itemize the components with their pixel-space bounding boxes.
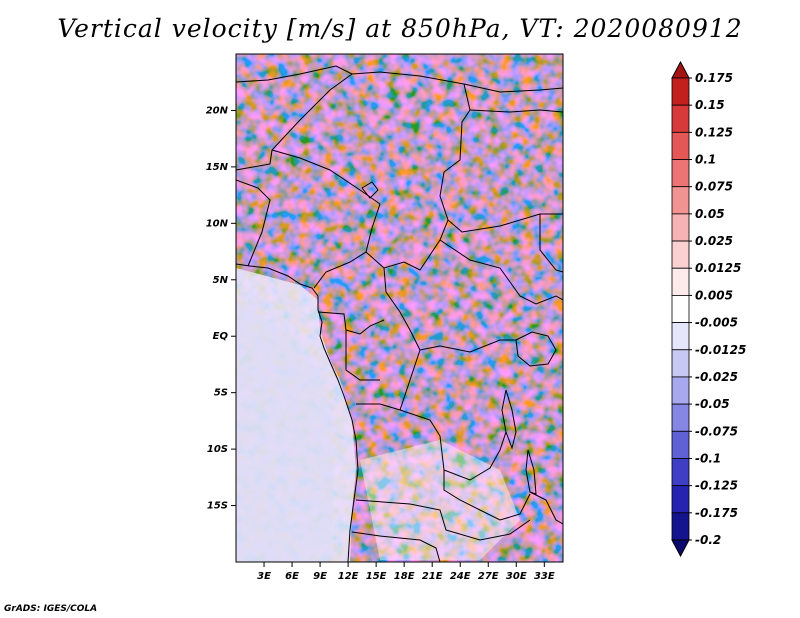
- lon-tick-label: 21E: [422, 571, 443, 582]
- colorbar-label: 0.075: [695, 180, 733, 194]
- colorbar-swatch: [671, 512, 690, 541]
- colorbar-swatch: [671, 430, 690, 459]
- colorbar-label: 0.0125: [695, 261, 741, 275]
- colorbar-label: -0.2: [695, 533, 721, 547]
- lat-tick-label: 10S: [207, 444, 228, 455]
- colorbar-swatch: [671, 458, 690, 487]
- colorbar-label: 0.025: [695, 234, 733, 248]
- lat-tick-label: 5N: [213, 275, 229, 286]
- colorbar-label: 0.005: [695, 288, 733, 302]
- colorbar-label: -0.175: [695, 506, 738, 520]
- lon-tick-label: 9E: [313, 571, 327, 582]
- colorbar-swatch: [671, 403, 690, 432]
- colorbar-label: 0.05: [695, 207, 725, 221]
- colorbar-swatch: [671, 295, 690, 323]
- colorbar-swatch: [671, 131, 690, 160]
- colorbar-swatch: [671, 349, 690, 378]
- colorbar-label: -0.075: [695, 424, 738, 438]
- colorbar-swatch: [671, 159, 690, 188]
- lat-tick-label: EQ: [213, 331, 229, 342]
- colorbar-label: -0.005: [695, 316, 738, 330]
- colorbar-swatch: [671, 376, 690, 405]
- lat-tick-label: 20N: [206, 105, 229, 116]
- colorbar-swatch: [671, 213, 690, 242]
- colorbar-swatch: [671, 240, 690, 269]
- colorbar-label: 0.175: [695, 71, 733, 85]
- lat-tick-label: 10N: [206, 218, 229, 229]
- lon-tick-label: 33E: [534, 571, 555, 582]
- colorbar-bottom-arrow: [671, 539, 690, 558]
- colorbar-swatch: [671, 104, 690, 133]
- lon-tick-label: 24E: [450, 571, 471, 582]
- map-frame: [235, 53, 564, 563]
- colorbar-swatch: [671, 322, 690, 351]
- colorbar-label: -0.0125: [695, 343, 746, 357]
- lon-tick-label: 30E: [506, 571, 527, 582]
- lat-tick-label: 5S: [214, 388, 228, 399]
- lat-tick-label: 15S: [207, 501, 228, 512]
- lon-tick-label: 27E: [478, 571, 499, 582]
- lon-tick-label: 18E: [394, 571, 415, 582]
- lon-tick-label: 15E: [366, 571, 387, 582]
- lon-tick-label: 12E: [338, 571, 359, 582]
- lon-tick-label: 3E: [257, 571, 271, 582]
- lon-tick-label: 6E: [285, 571, 299, 582]
- velocity-field: [236, 54, 563, 562]
- colorbar-top-arrow: [671, 60, 690, 79]
- map-title: Vertical velocity [m/s] at 850hPa, VT: 2…: [57, 14, 743, 43]
- grads-credit: GrADS: IGES/COLA: [4, 604, 98, 614]
- colorbar-swatch: [671, 267, 690, 296]
- colorbar-label: -0.025: [695, 370, 738, 384]
- colorbar-label: -0.1: [695, 451, 721, 465]
- latitude-axis: 20N 15N 10N 5N EQ 5S 10S 15S: [206, 105, 236, 512]
- colorbar-swatch: [671, 186, 690, 215]
- colorbar-label: 0.125: [695, 125, 733, 139]
- borders: [236, 65, 563, 562]
- colorbar-swatch: [671, 485, 690, 514]
- lat-tick-label: 15N: [206, 162, 229, 173]
- colorbar-label: 0.15: [695, 98, 725, 112]
- colorbar-label: -0.125: [695, 479, 738, 493]
- longitude-axis: 3E 6E 9E 12E 15E 18E 21E 24E 27E 30E 33E: [257, 562, 555, 582]
- colorbar: 0.175 0.15 0.125 0.1 0.075 0.05 0.025 0.0125 0.0…: [671, 60, 746, 558]
- colorbar-label: 0.1: [695, 153, 716, 167]
- colorbar-label: -0.05: [695, 397, 730, 411]
- colorbar-swatch: [671, 77, 690, 106]
